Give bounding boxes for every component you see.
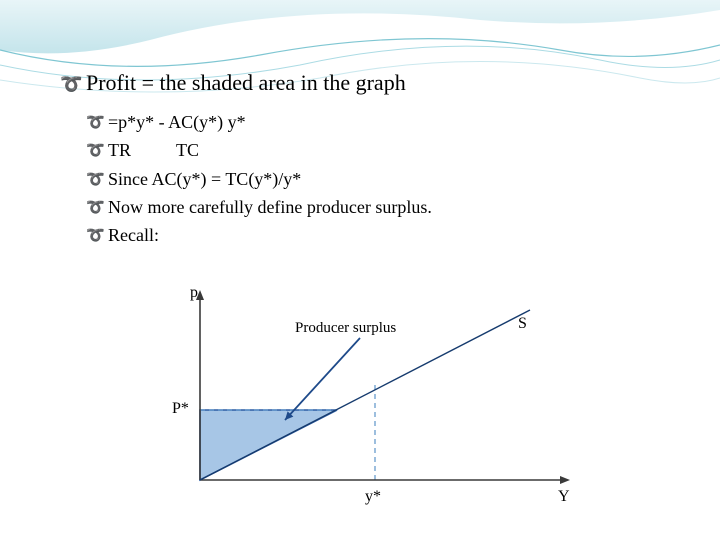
sub-bullet-text: TR TC: [108, 140, 199, 160]
price-star-label: P*: [172, 400, 189, 418]
sub-bullet: ➰ Since AC(y*) = TC(y*)/y*: [86, 167, 680, 191]
main-bullet: ➰ Profit = the shaded area in the graph: [60, 70, 680, 96]
main-bullet-text: Profit = the shaded area in the graph: [86, 70, 406, 95]
sub-bullet: ➰ TR TC: [86, 138, 680, 162]
curly-bullet-icon: ➰: [60, 74, 82, 95]
sub-bullet: ➰ Recall:: [86, 223, 680, 247]
sub-bullet-list: ➰ =p*y* - AC(y*) y* ➰ TR TC ➰ Since AC(y…: [86, 110, 680, 247]
y-axis-label: p: [190, 284, 198, 302]
curly-bullet-icon: ➰: [86, 113, 105, 133]
sub-bullet-text: Recall:: [108, 225, 159, 245]
sub-bullet-text: =p*y* - AC(y*) y*: [108, 112, 246, 132]
sub-bullet: ➰ =p*y* - AC(y*) y*: [86, 110, 680, 134]
quantity-star-label: y*: [365, 488, 381, 506]
x-axis-label: Y: [558, 488, 570, 506]
curly-bullet-icon: ➰: [86, 141, 105, 161]
supply-label: S: [518, 315, 527, 333]
curly-bullet-icon: ➰: [86, 198, 105, 218]
curly-bullet-icon: ➰: [86, 226, 105, 246]
sub-bullet: ➰ Now more carefully define producer sur…: [86, 195, 680, 219]
sub-bullet-text: Since AC(y*) = TC(y*)/y*: [108, 169, 301, 189]
slide-content: ➰ Profit = the shaded area in the graph …: [60, 70, 680, 251]
sub-bullet-text: Now more carefully define producer surpl…: [108, 197, 432, 217]
producer-surplus-graph: p P* Producer surplus S y* Y: [170, 290, 590, 520]
surplus-label: Producer surplus: [295, 320, 396, 337]
curly-bullet-icon: ➰: [86, 170, 105, 190]
